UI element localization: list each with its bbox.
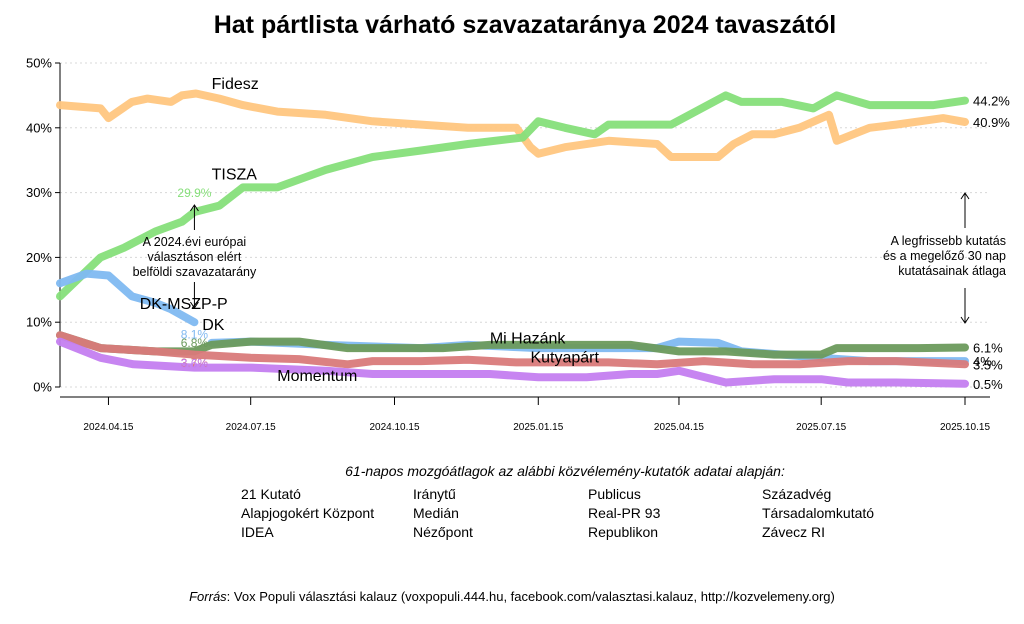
x-tick-label: 2025.01.15 bbox=[513, 422, 563, 433]
latest-note-line: A legfrissebb kutatás bbox=[891, 234, 1006, 248]
y-tick-label: 20% bbox=[26, 250, 52, 265]
series-line-momentum bbox=[56, 337, 969, 388]
grid-layer bbox=[60, 62, 990, 388]
series-layer bbox=[56, 89, 969, 388]
chart-title: Hat pártlista várható szavazataránya 202… bbox=[214, 11, 837, 39]
latest-note-line: és a megelőző 30 nap bbox=[883, 249, 1006, 263]
end-value-fidesz: 40.9% bbox=[973, 115, 1010, 130]
pollster-name: Társadalomkutató bbox=[762, 505, 874, 521]
election-value-mi-hazank: 6.8% bbox=[181, 336, 209, 350]
series-label-fidesz: Fidesz bbox=[212, 76, 259, 93]
election-value-dk-mszp-p: 8.1% bbox=[181, 328, 209, 342]
source-text: : Vox Populi választási kalauz (voxpopul… bbox=[227, 589, 835, 604]
x-tick-label: 2025.07.15 bbox=[796, 422, 846, 433]
pollster-name: Nézőpont bbox=[413, 524, 473, 540]
x-tick-label: 2024.04.15 bbox=[83, 422, 133, 433]
pollster-name: Republikon bbox=[588, 524, 658, 540]
series-line-fidesz bbox=[56, 89, 969, 161]
axis-layer: 0% 10% 20% 30% 40% 50% 2024.04.15 2024.07.15 202… bbox=[26, 56, 990, 434]
pollster-name: Medián bbox=[413, 505, 459, 521]
pollster-name: Real-PR 93 bbox=[588, 505, 661, 521]
series-label-momentum: Momentum bbox=[277, 368, 357, 385]
latest-arrowhead-up bbox=[960, 192, 970, 200]
x-tick-label: 2024.07.15 bbox=[226, 422, 276, 433]
pollster-name: Századvég bbox=[762, 486, 831, 502]
election-note-line: választáson elért bbox=[148, 250, 242, 264]
pollster-name: Iránytű bbox=[413, 486, 456, 502]
election-arrowhead-up bbox=[190, 204, 199, 212]
source-line: Forrás: Vox Populi választási kalauz (vo… bbox=[189, 589, 835, 604]
x-tick-label: 2025.04.15 bbox=[654, 422, 704, 433]
end-value-tisza: 44.2% bbox=[973, 94, 1010, 109]
end-value-mi-hazank: 6.1% bbox=[973, 340, 1003, 355]
end-value-dk: 4% bbox=[973, 354, 992, 369]
pollster-name: Alapjogokért Központ bbox=[241, 505, 374, 521]
end-value-momentum: 0.5% bbox=[973, 377, 1003, 392]
series-line-tisza bbox=[56, 91, 969, 301]
election-value-momentum: 3.6% bbox=[181, 357, 209, 371]
series-line-dk-mszp-p bbox=[56, 269, 199, 327]
pollster-name: Publicus bbox=[588, 486, 641, 502]
pollster-name: IDEA bbox=[241, 524, 274, 540]
pollster-name: Závecz RI bbox=[762, 524, 825, 540]
latest-note-line: kutatásainak átlaga bbox=[898, 264, 1006, 278]
y-tick-label: 10% bbox=[26, 315, 52, 330]
y-tick-label: 0% bbox=[33, 380, 52, 395]
source-prefix: Forrás bbox=[189, 589, 227, 604]
election-note-line: A 2024.évi európai bbox=[143, 235, 247, 249]
series-label-dk-mszp-p: DK-MSZP-P bbox=[140, 296, 228, 313]
series-line-kutyapart bbox=[56, 331, 969, 369]
x-tick-label: 2024.10.15 bbox=[369, 422, 419, 433]
methodology-text: 61-napos mozgóátlagok az alábbi közvélem… bbox=[345, 463, 785, 479]
series-label-mi-hazank: Mi Hazánk bbox=[490, 331, 567, 348]
election-value-tisza: 29.9% bbox=[177, 186, 211, 200]
y-tick-label: 40% bbox=[26, 120, 52, 135]
series-label-tisza: TISZA bbox=[212, 167, 258, 184]
pollster-list: 21 Kutató Alapjogokért Központ IDEA Iránytű… bbox=[241, 486, 874, 540]
end-value-kutyapart: 3.5% bbox=[973, 357, 1003, 372]
x-tick-label: 2025.10.15 bbox=[940, 422, 990, 433]
series-label-dk: DK bbox=[202, 317, 225, 334]
y-tick-label: 50% bbox=[26, 56, 52, 71]
y-tick-label: 30% bbox=[26, 185, 52, 200]
pollster-name: 21 Kutató bbox=[241, 486, 301, 502]
election-arrowhead-down bbox=[190, 301, 199, 309]
series-line-mi-hazank bbox=[56, 331, 969, 359]
latest-arrowhead-down bbox=[960, 316, 970, 324]
election-value-kutyapart: 3.7% bbox=[181, 356, 209, 370]
election-note-line: belföldi szavazatarány bbox=[133, 265, 257, 279]
series-label-kutyapart: Kutyapárt bbox=[530, 349, 599, 366]
